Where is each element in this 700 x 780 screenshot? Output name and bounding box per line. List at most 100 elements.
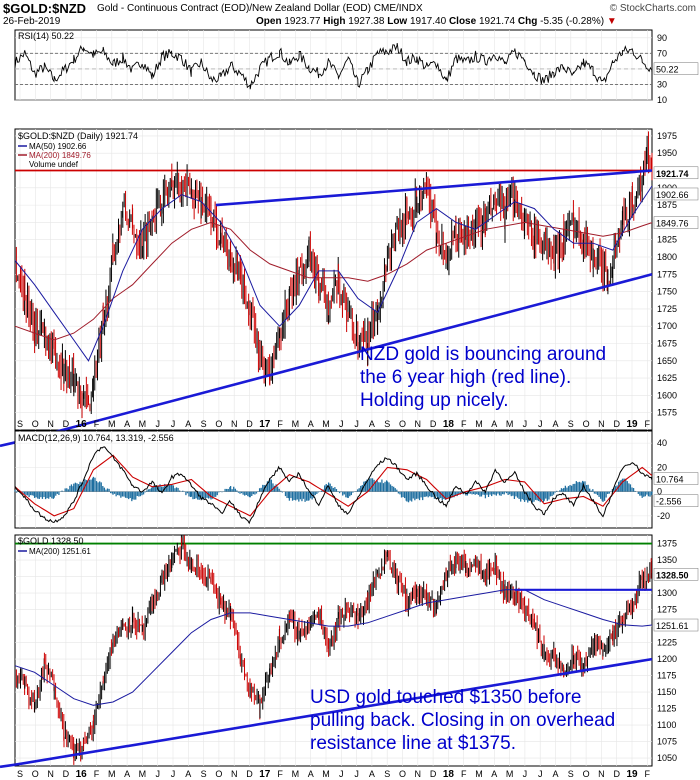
usd-price-bars xyxy=(14,534,653,765)
nzd-legend-ma50: MA(50) 1902.66 xyxy=(29,142,87,151)
nzd-legend-volume: Volume undef xyxy=(29,160,79,169)
nzd-trend-line xyxy=(14,273,653,444)
usd-legend-ma200: MA(200) 1251.61 xyxy=(29,547,91,556)
usd-x-tick-label: F xyxy=(461,769,467,779)
usd-x-tick-label: S xyxy=(568,769,574,779)
nzd-y-tick-label: 1975 xyxy=(657,131,677,141)
usd-x-tick-label: O xyxy=(32,769,39,779)
nzd-x-tick-label: F xyxy=(277,419,283,429)
usd-x-tick-label: J xyxy=(354,769,359,779)
chg-value: -5.35 (-0.28%) xyxy=(540,16,605,27)
usd-x-tick-label: J xyxy=(155,769,160,779)
nzd-close-value-box xyxy=(653,166,699,180)
usd-x-tick-label: N xyxy=(47,769,54,779)
nzd-x-tick-label: M xyxy=(475,419,483,429)
usd-x-tick-label: 17 xyxy=(259,769,271,780)
usd-x-tick-label: N xyxy=(598,769,605,779)
macd-hist-value-box xyxy=(653,494,699,507)
low-label: Low xyxy=(387,16,408,27)
nzd-x-tick-label: J xyxy=(354,419,359,429)
usd-x-tick-label: A xyxy=(185,769,191,779)
nzd-close-value: 1921.74 xyxy=(656,169,689,179)
rsi-last-value: 50.22 xyxy=(656,65,679,75)
usd-close-value-box xyxy=(653,568,699,581)
nzd-x-tick-label: N xyxy=(598,419,605,429)
chg-label: Chg xyxy=(517,16,538,27)
usd-x-tick-label: A xyxy=(124,769,130,779)
nzd-x-tick-label: M xyxy=(322,419,330,429)
low-value: 1917.40 xyxy=(410,16,447,27)
stockcharts-brand: © StockCharts.com xyxy=(609,3,696,14)
nzd-x-tick-label: J xyxy=(171,419,176,429)
macd-y-tick-label: 40 xyxy=(657,438,667,448)
nzd-x-tick-label: 19 xyxy=(626,419,638,430)
nzd-x-tick-label: D xyxy=(63,419,70,429)
close-label: Close xyxy=(448,16,477,27)
usd-x-tick-label: M xyxy=(108,769,116,779)
usd-x-tick-label: D xyxy=(246,769,253,779)
rsi-y-tick-label: 70 xyxy=(657,48,667,58)
nzd-x-tick-label: J xyxy=(523,419,528,429)
nzd-x-tick-label: S xyxy=(201,419,207,429)
macd-hist-value: -2.556 xyxy=(656,497,682,507)
nzd-y-tick-label: 1575 xyxy=(657,408,677,418)
nzd-x-tick-label: N xyxy=(47,419,54,429)
usd-x-tick-label: F xyxy=(94,769,100,779)
usd-y-tick-label: 1125 xyxy=(657,704,676,714)
usd-support-line-extension xyxy=(0,763,16,769)
usd-x-tick-label: O xyxy=(215,769,222,779)
nzd-ma50-value: 1902.66 xyxy=(656,190,689,200)
usd-y-tick-label: 1275 xyxy=(657,605,677,615)
nzd-y-tick-label: 1775 xyxy=(657,269,677,279)
usd-x-tick-label: F xyxy=(645,769,651,779)
usd-x-tick-label: N xyxy=(415,769,422,779)
nzd-x-tick-label: J xyxy=(339,419,344,429)
usd-y-tick-label: 1075 xyxy=(657,737,677,747)
rsi-y-tick-label: 30 xyxy=(657,79,667,89)
usd-x-tick-label: F xyxy=(277,769,283,779)
nzd-ma50-line xyxy=(14,185,653,362)
down-triangle-icon: ▼ xyxy=(606,16,617,27)
usd-x-tick-label: M xyxy=(506,769,514,779)
symbol-description: Gold - Continuous Contract (EOD)/New Zea… xyxy=(97,3,423,14)
usd-y-tick-label: 1150 xyxy=(657,687,676,697)
nzd-ma200-value-box xyxy=(653,216,699,229)
nzd-x-tick-label: A xyxy=(491,419,497,429)
macd-title: MACD(12,26,9) 10.764, 13.319, -2.556 xyxy=(18,433,174,443)
nzd-annotation: NZD gold is bouncing around the 6 year h… xyxy=(360,344,607,411)
nzd-ma50-value-box xyxy=(653,187,699,201)
macd-value: 10.764 xyxy=(656,475,684,485)
rsi-y-tick-label: 90 xyxy=(657,33,667,43)
high-label: High xyxy=(323,16,346,27)
nzd-x-tick-label: F xyxy=(461,419,467,429)
usd-y-tick-label: 1175 xyxy=(657,671,676,681)
usd-x-tick-label: M xyxy=(292,769,300,779)
nzd-x-tick-label: A xyxy=(185,419,191,429)
usd-x-tick-label: M xyxy=(475,769,483,779)
nzd-x-tick-label: S xyxy=(17,419,23,429)
open-label: Open xyxy=(256,16,282,27)
nzd-x-tick-label: D xyxy=(613,419,620,429)
usd-x-tick-label: J xyxy=(538,769,543,779)
usd-ma200-line xyxy=(14,589,653,706)
open-value: 1923.77 xyxy=(284,16,321,27)
usd-y-tick-label: 1100 xyxy=(657,720,676,730)
nzd-x-tick-label: A xyxy=(124,419,130,429)
nzd-trend-line-extension xyxy=(0,441,16,448)
usd-y-tick-label: 1225 xyxy=(657,638,677,648)
usd-panel-frame xyxy=(14,534,653,767)
nzd-x-tick-label: D xyxy=(246,419,253,429)
nzd-y-tick-label: 1875 xyxy=(657,200,677,210)
nzd-y-tick-label: 1675 xyxy=(657,339,677,349)
nzd-x-tick-label: S xyxy=(568,419,574,429)
nzd-y-tick-label: 1625 xyxy=(657,373,677,383)
macd-value-box xyxy=(653,472,699,485)
nzd-y-tick-label: 1950 xyxy=(657,148,677,158)
usd-y-tick-label: 1350 xyxy=(657,555,677,565)
nzd-x-tick-label: M xyxy=(139,419,147,429)
nzd-y-tick-label: 1825 xyxy=(657,235,677,245)
nzd-x-tick-label: 17 xyxy=(259,419,271,430)
usd-x-tick-label: A xyxy=(552,769,558,779)
nzd-x-tick-label: 18 xyxy=(443,419,455,430)
